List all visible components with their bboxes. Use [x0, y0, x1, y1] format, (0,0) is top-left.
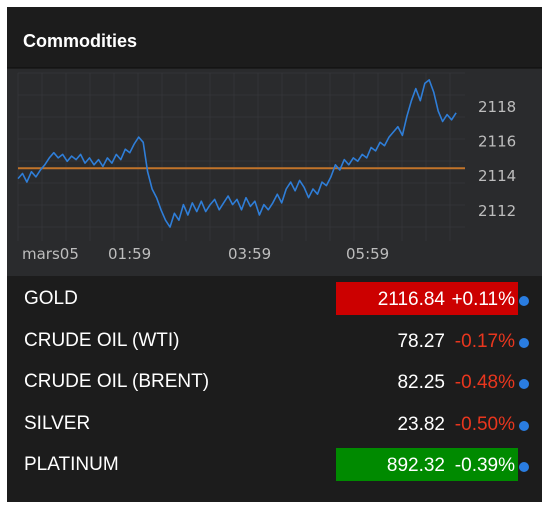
commodity-name: GOLD — [24, 288, 78, 309]
price-series-line — [17, 79, 457, 228]
y-tick-label: 2112 — [478, 202, 516, 220]
commodity-price: 23.82 — [397, 413, 445, 435]
commodity-name: PLATINUM — [24, 454, 119, 475]
x-tick-label: mars05 — [22, 245, 79, 263]
chart-svg: 2118 2116 2114 2112 mars05 01:59 03:59 05:59 — [17, 72, 516, 263]
commodity-row-silver[interactable]: SILVER 23.82 -0.50% — [7, 404, 542, 446]
widget-title: Commodities — [23, 31, 138, 51]
x-tick-label: 05:59 — [346, 245, 389, 263]
price-highlight — [336, 282, 518, 315]
commodity-name: SILVER — [24, 412, 91, 434]
commodity-name: CRUDE OIL (BRENT) — [24, 371, 210, 392]
commodity-row-gold[interactable]: GOLD 2116.84 +0.11% — [7, 279, 542, 321]
status-dot-icon — [519, 420, 529, 431]
widget-header: Commodities — [7, 7, 542, 68]
y-tick-label: 2118 — [478, 98, 516, 116]
commodities-widget: Commodities 2118 2116 2114 2112 mars05 01:59 0… — [7, 7, 542, 502]
commodity-list: GOLD 2116.84 +0.11% CRUDE OIL (WTI) 78.2… — [7, 279, 542, 487]
commodity-change: -0.50% — [454, 413, 515, 435]
commodity-name: CRUDE OIL (WTI) — [24, 329, 180, 351]
commodity-change: -0.48% — [454, 372, 515, 393]
status-dot-icon — [519, 462, 529, 472]
commodity-change: -0.39% — [454, 455, 515, 476]
commodity-price: 82.25 — [397, 372, 445, 393]
commodity-row-platinum[interactable]: PLATINUM 892.32 -0.39% — [7, 445, 542, 487]
commodity-price: 892.32 — [386, 455, 445, 476]
commodity-row-crude-oil-wti[interactable]: CRUDE OIL (WTI) 78.27 -0.17% — [7, 321, 542, 363]
status-dot-icon — [519, 296, 529, 306]
y-tick-label: 2116 — [478, 133, 516, 151]
y-tick-label: 2114 — [478, 167, 516, 185]
price-highlight — [336, 448, 518, 481]
commodity-price: 78.27 — [397, 330, 445, 352]
price-chart[interactable]: 2118 2116 2114 2112 mars05 01:59 03:59 05:59 — [7, 69, 542, 276]
commodity-change: +0.11% — [451, 289, 515, 310]
commodity-row-crude-oil-brent[interactable]: CRUDE OIL (BRENT) 82.25 -0.48% — [7, 362, 542, 404]
status-dot-icon — [519, 337, 529, 348]
commodity-price: 2116.84 — [377, 289, 445, 310]
x-tick-label: 03:59 — [228, 245, 271, 263]
status-dot-icon — [519, 379, 529, 389]
commodity-change: -0.17% — [454, 330, 515, 352]
x-tick-label: 01:59 — [108, 245, 151, 263]
